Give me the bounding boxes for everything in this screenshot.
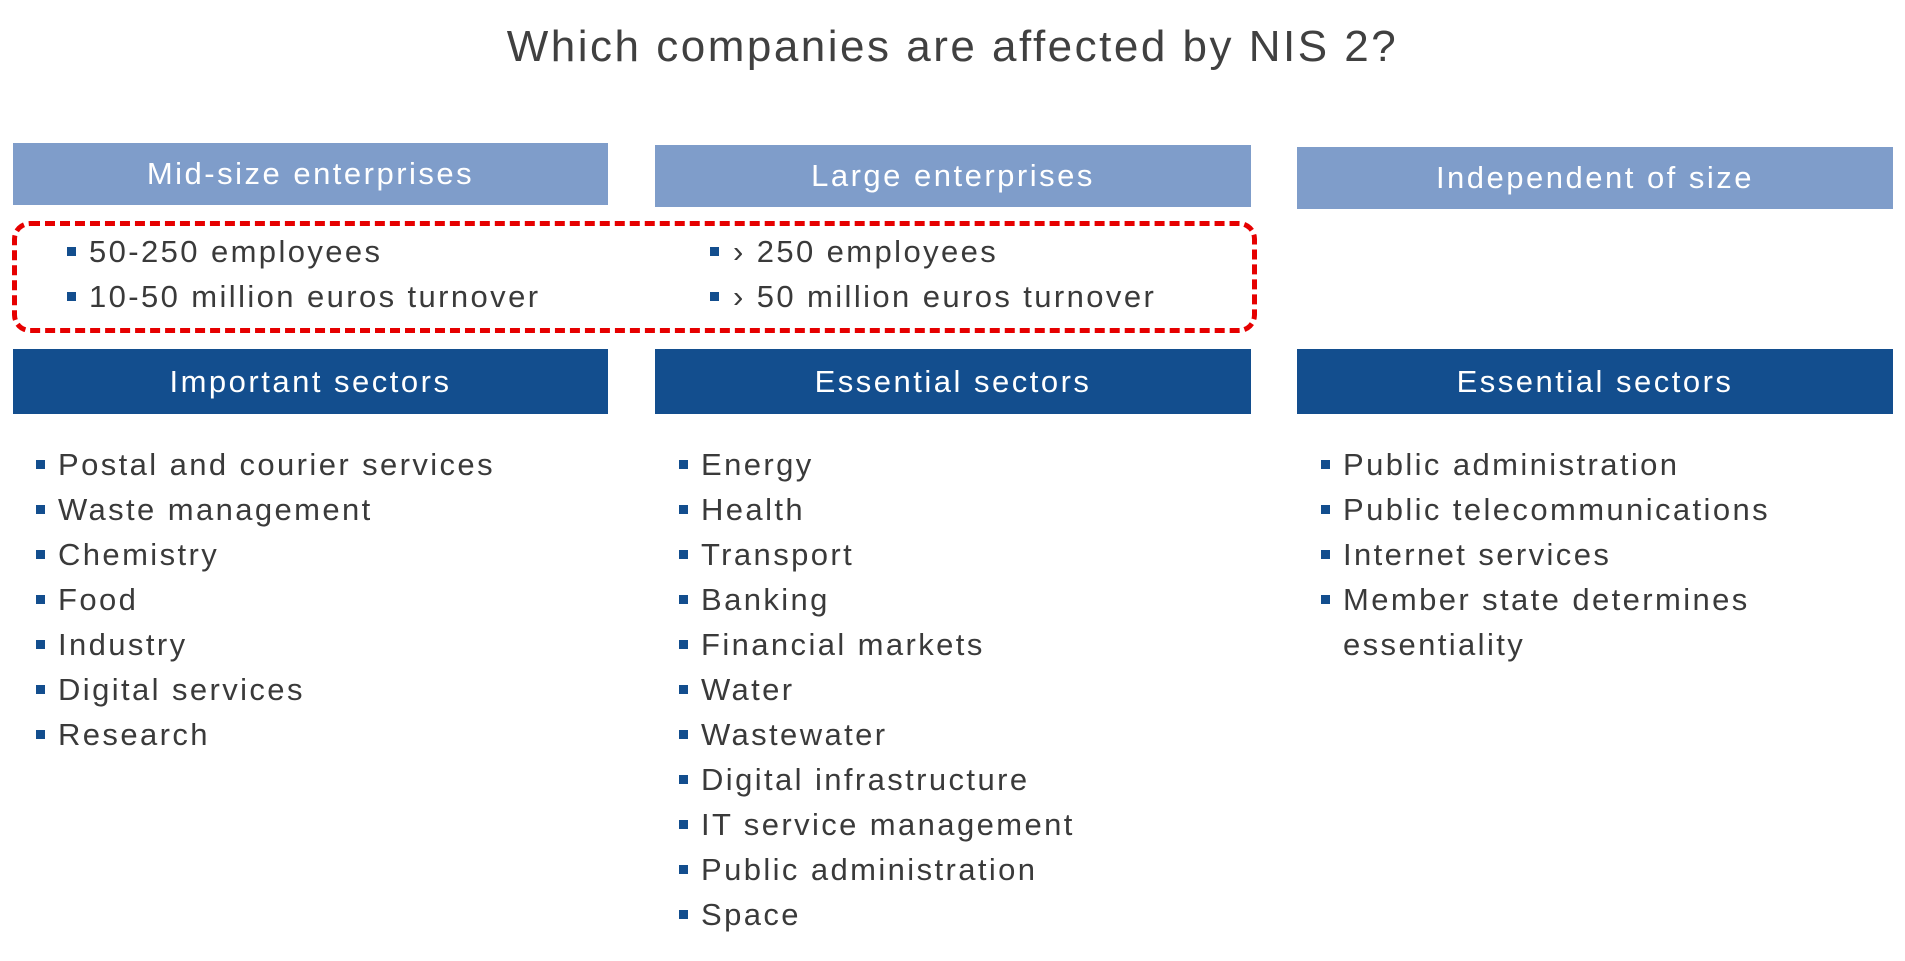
bullet-icon: [710, 292, 719, 301]
bullet-icon: [679, 595, 688, 604]
bullet-icon: [679, 640, 688, 649]
sector-item: Postal and courier services: [36, 447, 495, 483]
item-text: Digital infrastructure: [701, 762, 1030, 797]
highlight-box: [12, 221, 1257, 333]
item-text: Chemistry: [58, 537, 220, 572]
bullet-icon: [679, 685, 688, 694]
bullet-icon: [1321, 460, 1330, 469]
bullet-icon: [679, 910, 688, 919]
sector-header: Essential sectors: [655, 349, 1251, 414]
criteria-item: › 250 employees: [710, 234, 999, 270]
sector-item: Food: [36, 582, 139, 618]
item-text: › 50 million euros turnover: [733, 279, 1157, 314]
bullet-icon: [36, 595, 45, 604]
item-text: Transport: [701, 537, 855, 572]
item-text: Energy: [701, 447, 814, 482]
sector-item: Energy: [679, 447, 814, 483]
sector-item: Chemistry: [36, 537, 220, 573]
sector-item: Financial markets: [679, 627, 985, 663]
bullet-icon: [679, 505, 688, 514]
bullet-icon: [679, 865, 688, 874]
sector-item: Public administration: [679, 852, 1038, 888]
item-text: Research: [58, 717, 210, 752]
slide-title: Which companies are affected by NIS 2?: [506, 22, 1399, 71]
bullet-icon: [679, 460, 688, 469]
bullet-icon: [67, 247, 76, 256]
item-text: Member state determines: [1343, 582, 1750, 617]
item-text: Public administration: [701, 852, 1038, 887]
bullet-icon: [36, 505, 45, 514]
item-text: Public telecommunications: [1343, 492, 1771, 527]
bullet-icon: [36, 460, 45, 469]
criteria-item: 10-50 million euros turnover: [67, 279, 541, 315]
item-text: Digital services: [58, 672, 305, 707]
size-header: Large enterprises: [655, 145, 1251, 207]
bullet-icon: [1321, 595, 1330, 604]
bullet-icon: [679, 730, 688, 739]
sector-item: Space: [679, 897, 801, 933]
sector-item: Digital infrastructure: [679, 762, 1030, 798]
item-text: Food: [58, 582, 139, 617]
item-text: Banking: [701, 582, 830, 617]
size-header: Mid-size enterprises: [13, 143, 608, 205]
sector-item: Industry: [36, 627, 188, 663]
item-text: Water: [701, 672, 795, 707]
sector-item: essentiality: [1343, 627, 1525, 663]
sector-item: Member state determines: [1321, 582, 1750, 618]
sector-item: Digital services: [36, 672, 305, 708]
bullet-icon: [67, 292, 76, 301]
item-text: IT service management: [701, 807, 1075, 842]
item-text: essentiality: [1343, 627, 1526, 662]
bullet-icon: [679, 550, 688, 559]
item-text: Wastewater: [701, 717, 888, 752]
sector-item: Health: [679, 492, 806, 528]
item-text: 10-50 million euros turnover: [89, 279, 541, 314]
sector-item: Transport: [679, 537, 855, 573]
item-text: Postal and courier services: [58, 447, 495, 482]
sector-item: Public administration: [1321, 447, 1680, 483]
item-text: Space: [701, 897, 801, 932]
bullet-icon: [679, 775, 688, 784]
item-text: Financial markets: [701, 627, 985, 662]
bullet-icon: [679, 820, 688, 829]
bullet-icon: [36, 730, 45, 739]
item-text: Health: [701, 492, 806, 527]
item-text: Industry: [58, 627, 188, 662]
sector-item: Water: [679, 672, 795, 708]
bullet-icon: [36, 685, 45, 694]
sector-item: Wastewater: [679, 717, 888, 753]
item-text: Waste management: [58, 492, 373, 527]
sector-item: IT service management: [679, 807, 1075, 843]
sector-item: Waste management: [36, 492, 373, 528]
bullet-icon: [36, 550, 45, 559]
item-text: Internet services: [1343, 537, 1612, 572]
sector-item: Public telecommunications: [1321, 492, 1771, 528]
sector-item: Internet services: [1321, 537, 1612, 573]
sector-header: Important sectors: [13, 349, 608, 414]
size-header: Independent of size: [1297, 147, 1893, 209]
sector-header: Essential sectors: [1297, 349, 1893, 414]
bullet-icon: [1321, 550, 1330, 559]
sector-item: Banking: [679, 582, 830, 618]
criteria-item: 50-250 employees: [67, 234, 383, 270]
item-text: 50-250 employees: [89, 234, 383, 269]
sector-item: Research: [36, 717, 210, 753]
bullet-icon: [36, 640, 45, 649]
item-text: Public administration: [1343, 447, 1680, 482]
criteria-item: › 50 million euros turnover: [710, 279, 1157, 315]
bullet-icon: [1321, 505, 1330, 514]
bullet-icon: [710, 247, 719, 256]
item-text: › 250 employees: [733, 234, 999, 269]
